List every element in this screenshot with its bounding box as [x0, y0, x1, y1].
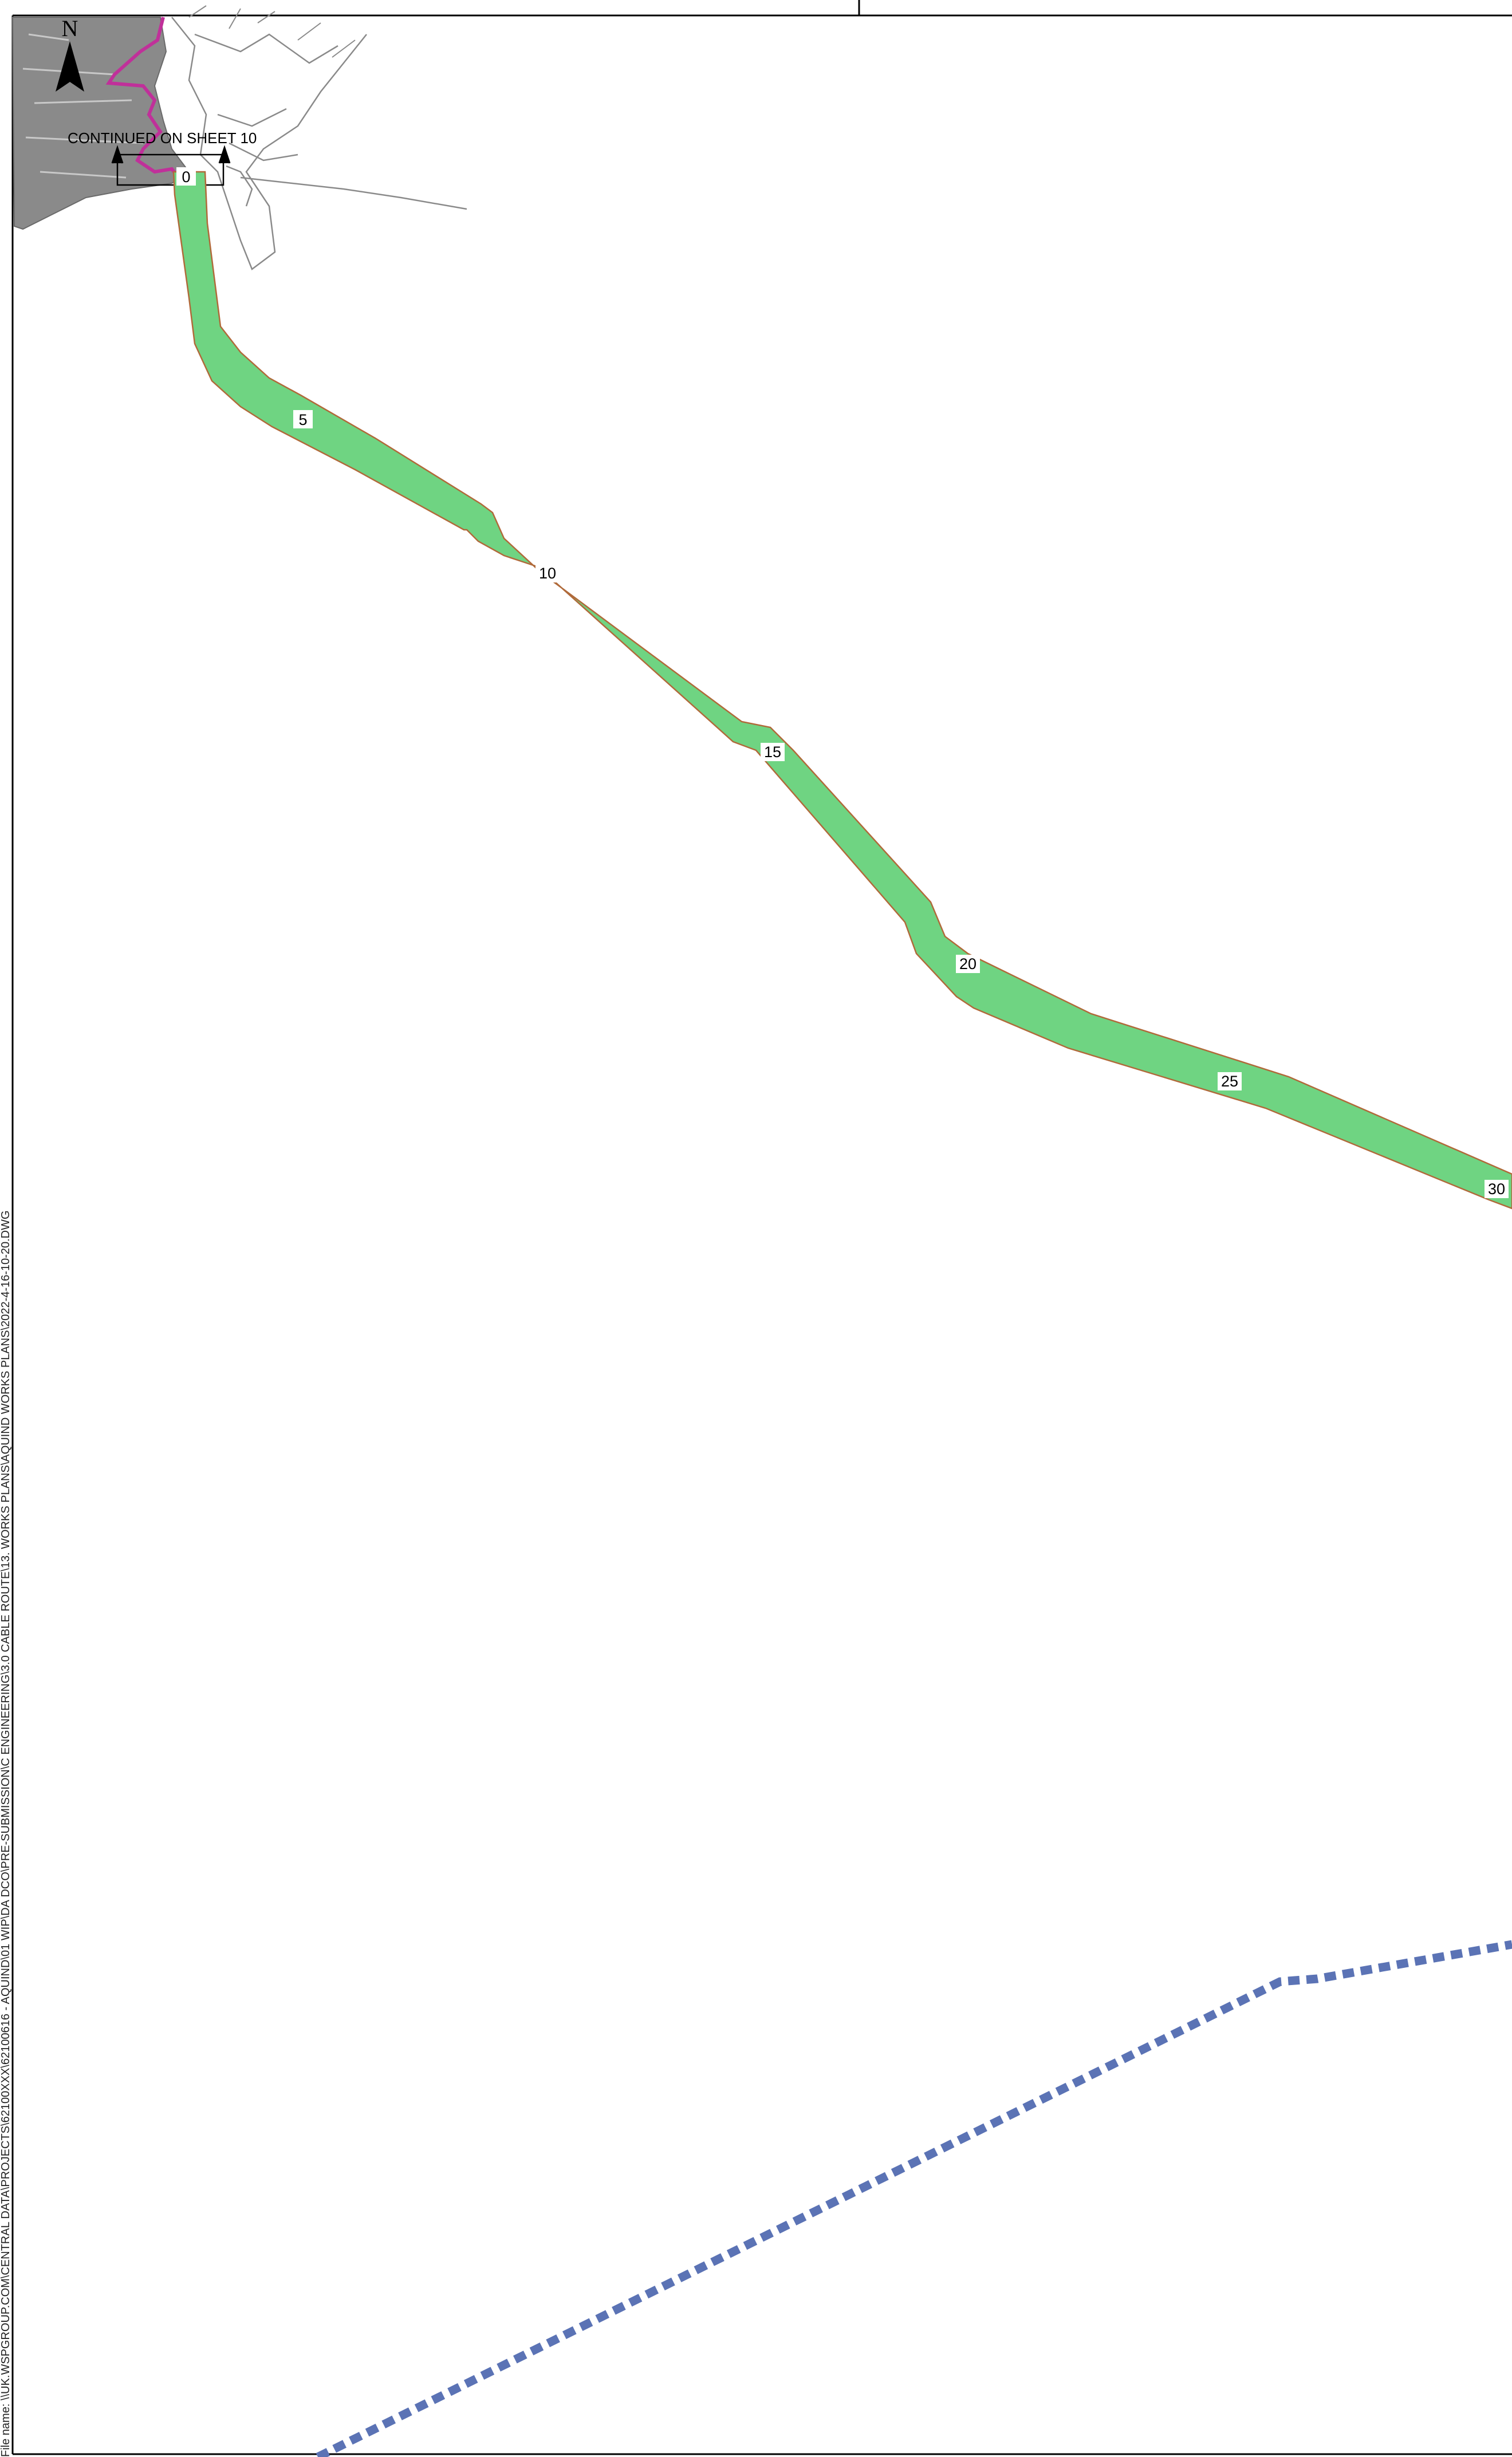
svg-text:20: 20 — [959, 955, 976, 972]
onshore-cable-route — [105, 17, 179, 178]
coastline-landmass — [11, 5, 467, 270]
chainage-label-20: 20 — [956, 955, 980, 973]
file-path-text: File name: \\UK.WSPGROUP.COM\CENTRAL DAT… — [0, 1210, 12, 2457]
continuation-arrow-icon — [111, 145, 231, 164]
svg-text:0: 0 — [182, 168, 190, 186]
chainage-label-25: 25 — [1218, 1072, 1242, 1090]
svg-text:25: 25 — [1221, 1073, 1238, 1090]
chainage-label-15: 15 — [761, 743, 785, 761]
chainage-label-30: 30 — [1485, 1180, 1509, 1198]
north-arrow-icon: N — [56, 15, 84, 92]
map-frame — [11, 0, 1512, 2455]
continuation-note: CONTINUED ON SHEET 10 — [68, 129, 257, 147]
offshore-cable-corridor[interactable] — [172, 171, 1512, 1210]
continuation-box — [116, 153, 225, 186]
chainage-label-10: 10 — [536, 564, 560, 582]
svg-text:15: 15 — [764, 743, 781, 761]
chainage-label-0: 0 — [176, 167, 196, 186]
chainage-label-5: 5 — [293, 410, 313, 428]
boundary-dashed-line — [316, 1940, 1512, 2457]
svg-text:N: N — [62, 15, 78, 41]
svg-text:5: 5 — [298, 411, 307, 428]
svg-text:10: 10 — [539, 565, 556, 582]
svg-text:30: 30 — [1488, 1180, 1505, 1198]
